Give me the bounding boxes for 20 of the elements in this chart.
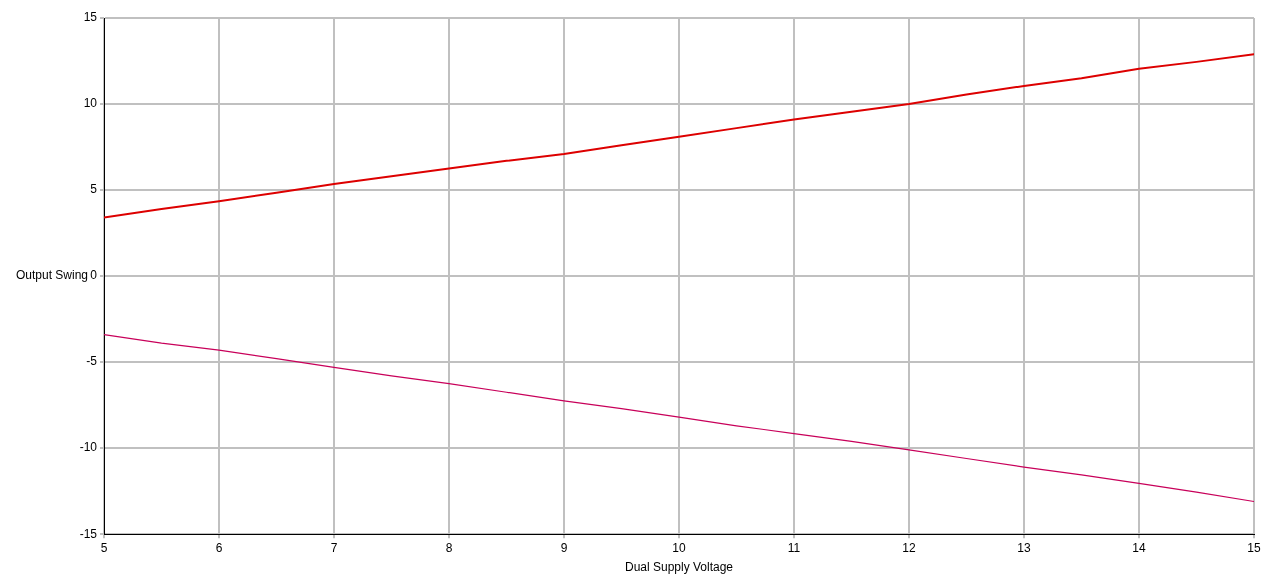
y-tick-label: -10	[79, 440, 98, 455]
y-tick-label: -5	[86, 354, 98, 369]
x-tick-label: 13	[1017, 540, 1031, 555]
x-tick-label: 9	[560, 540, 568, 555]
x-tick-label: 15	[1247, 540, 1261, 555]
y-tick-label: 5	[90, 182, 98, 197]
x-tick-label: 14	[1132, 540, 1146, 555]
x-tick-label: 8	[445, 540, 453, 555]
y-tick-label: -15	[79, 526, 98, 541]
x-axis-title: Dual Supply Voltage	[624, 560, 734, 575]
x-tick-label: 12	[902, 540, 916, 555]
x-tick-label: 6	[215, 540, 223, 555]
x-tick-label: 11	[787, 540, 801, 555]
y-axis-title: Output Swing	[15, 268, 88, 283]
x-tick-label: 7	[330, 540, 338, 555]
y-tick-label: 15	[83, 10, 98, 25]
x-tick-label: 10	[672, 540, 686, 555]
y-tick-label: 10	[83, 96, 98, 111]
y-tick-label: 0	[90, 268, 98, 283]
x-tick-label: 5	[100, 540, 108, 555]
